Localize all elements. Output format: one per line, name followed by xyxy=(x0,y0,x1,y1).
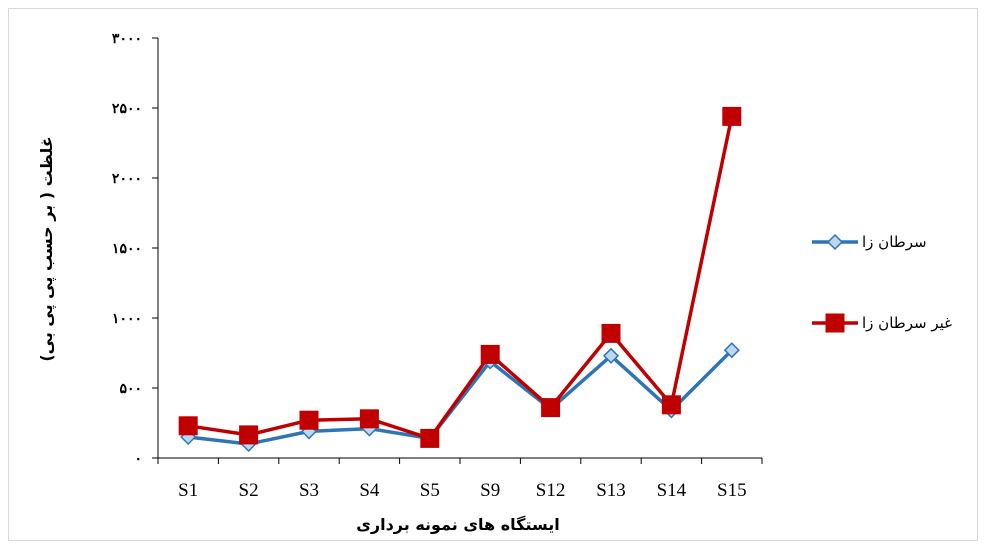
data-point-series-2 xyxy=(299,410,319,430)
x-tick-label: S15 xyxy=(717,480,747,501)
x-tick-label: S3 xyxy=(299,480,319,501)
x-tick-label: S1 xyxy=(178,480,198,501)
y-tick-label: ۳۰۰۰ xyxy=(112,31,142,47)
y-tick-label: ۱۰۰۰ xyxy=(112,311,142,327)
y-tick-label: ۰ xyxy=(134,451,142,467)
x-tick-label: S2 xyxy=(239,480,259,501)
legend-label-2: غیر سرطان زا xyxy=(862,314,952,332)
data-point-series-2 xyxy=(178,416,198,436)
x-tick-label: S9 xyxy=(480,480,500,501)
data-point-series-2 xyxy=(601,323,621,343)
y-tick-label: ۵۰۰ xyxy=(119,381,142,397)
y-axis-title: غلظت ( بر حسب پی پی بی) xyxy=(37,136,57,361)
data-point-series-1 xyxy=(723,342,740,359)
series-line-1 xyxy=(187,348,734,446)
data-point-series-2 xyxy=(722,106,742,126)
data-point-series-2 xyxy=(480,344,500,364)
y-tick-label: ۲۵۰۰ xyxy=(112,101,142,117)
x-tick-label: S14 xyxy=(657,480,687,501)
legend-marker-1 xyxy=(826,233,844,251)
data-point-series-1 xyxy=(602,347,620,364)
x-tick-label: S12 xyxy=(536,480,566,501)
data-point-series-2 xyxy=(359,409,379,429)
x-tick-label: S5 xyxy=(420,480,440,501)
data-point-series-2 xyxy=(420,428,440,448)
legend-marker-2 xyxy=(825,313,845,333)
y-tick-label: ۲۰۰۰ xyxy=(112,171,142,187)
y-tick-label: ۱۵۰۰ xyxy=(112,241,142,257)
chart-frame xyxy=(8,8,978,541)
legend-label-1: سرطان زا xyxy=(862,233,927,251)
data-point-series-2 xyxy=(239,425,259,445)
legend: سرطان زا غیر سرطان زا xyxy=(812,233,952,333)
x-tick-label: S4 xyxy=(359,480,380,501)
x-tick-label: S13 xyxy=(596,480,626,501)
x-axis-title: ایستگاه های نمونه برداری xyxy=(356,515,560,534)
data-point-series-2 xyxy=(541,398,561,418)
data-point-series-2 xyxy=(661,395,681,415)
series-line-2 xyxy=(187,116,734,441)
